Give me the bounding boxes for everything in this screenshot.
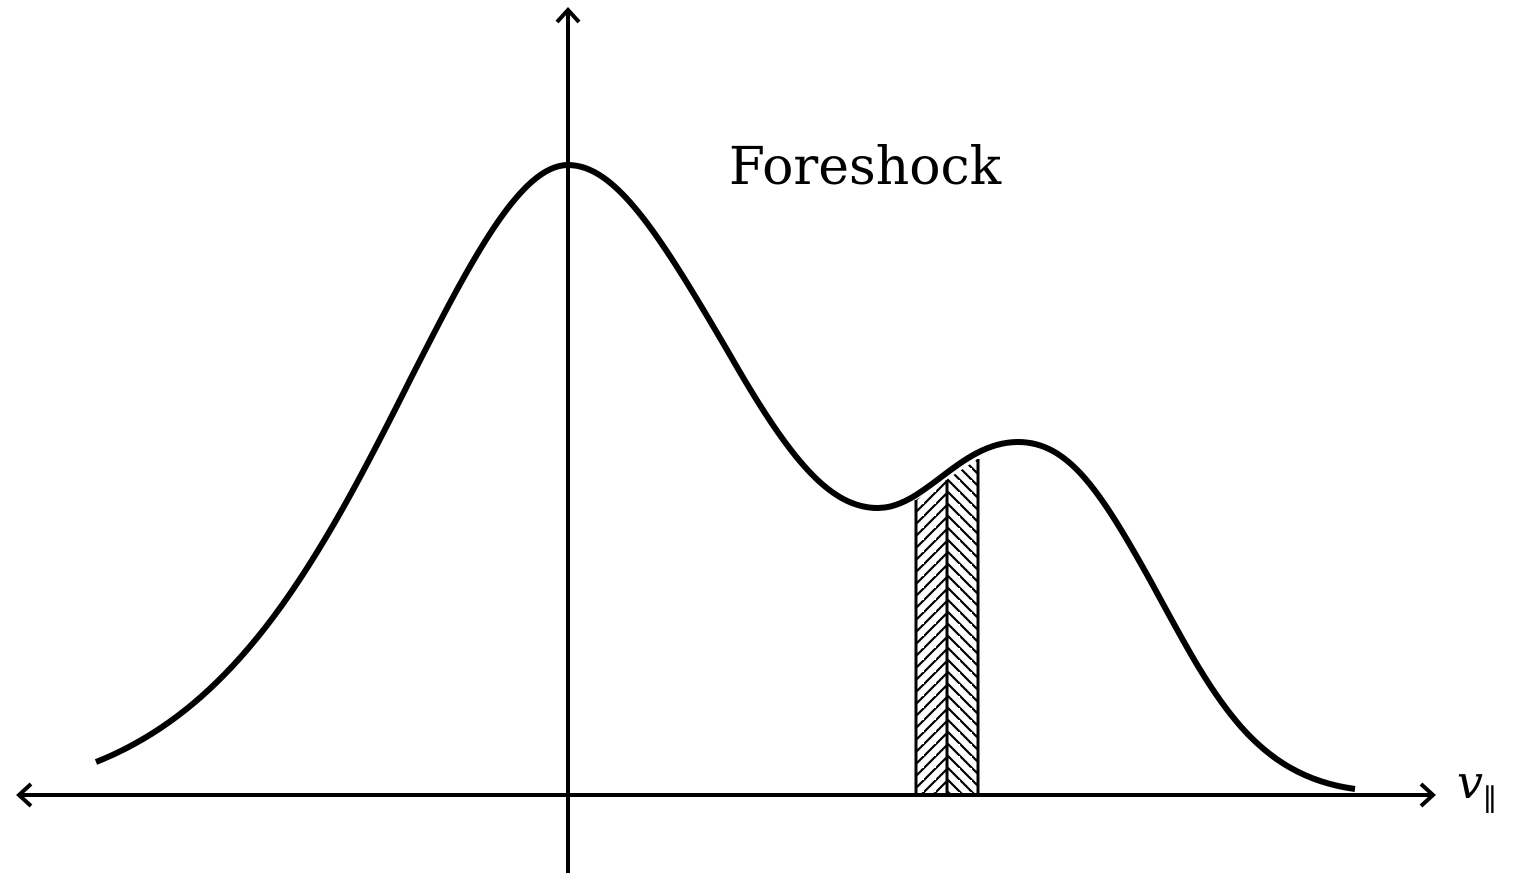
x-axis-label-subscript: ∥	[1483, 783, 1497, 818]
vertical-axis	[555, 7, 581, 873]
horizontal-axis-left-arrowhead	[16, 782, 33, 808]
diagram-title: Foreshock	[729, 137, 1002, 197]
vertical-axis-arrowhead	[555, 7, 581, 24]
distribution-curve	[94, 162, 1356, 792]
beam-band	[916, 459, 978, 795]
horizontal-axis-right-arrowhead	[1419, 782, 1436, 808]
beam-band-left-hatch	[916, 459, 947, 795]
beam-band-outline	[914, 459, 980, 795]
horizontal-axis	[16, 782, 1436, 808]
x-axis-label-symbol: v	[1457, 755, 1483, 809]
x-axis-label: v∥	[1457, 755, 1497, 818]
beam-band-right-hatch	[947, 459, 978, 795]
